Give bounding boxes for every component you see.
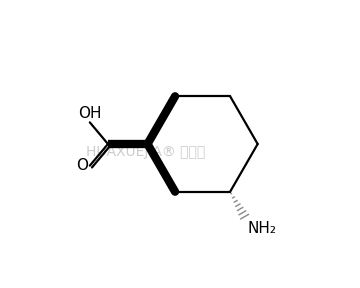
Text: O: O [76, 158, 89, 173]
Text: HUAXUEJIA® 化学加: HUAXUEJIA® 化学加 [86, 145, 206, 160]
Text: OH: OH [78, 106, 102, 121]
Text: NH₂: NH₂ [247, 221, 276, 236]
